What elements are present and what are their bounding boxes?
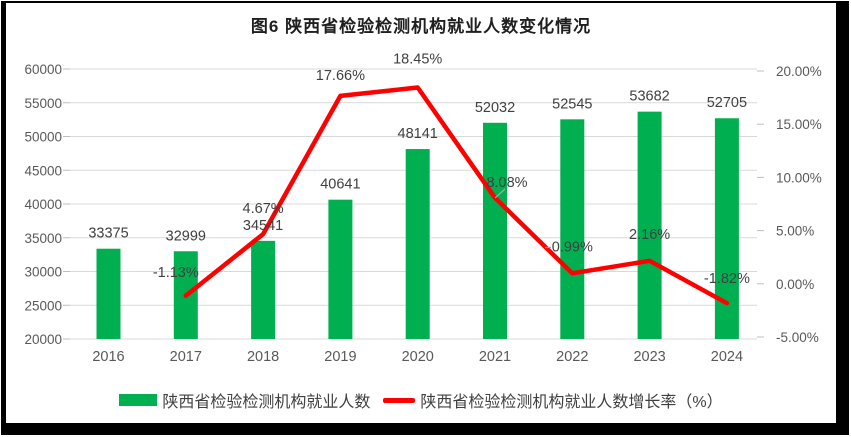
left-axis-tick-label: 60000 [24,62,62,77]
left-axis-tick-label: 55000 [24,96,62,111]
legend-bar-series-label: 陕西省检验检测机构就业人数 [162,394,371,411]
x-axis-label: 2016 [92,349,124,365]
chart-legend: 陕西省检验检测机构就业人数 陕西省检验检测机构就业人数增长率（%） [6,388,836,412]
x-axis-label: 2018 [247,349,279,365]
left-axis-tick-label: 35000 [24,231,62,246]
growth-rate-label: 17.66% [316,68,365,84]
right-axis-tick-label: 10.00% [776,170,822,185]
bar-value-label: 40641 [320,177,360,193]
x-axis-label: 2019 [324,349,356,365]
growth-rate-label: 18.45% [393,51,442,67]
bar-value-label: 52032 [475,100,515,116]
growth-rate-label: 4.67% [243,201,284,217]
employment-bar [637,111,662,339]
bar-value-label: 32999 [166,228,206,244]
growth-line [183,85,730,306]
x-axis-label: 2024 [711,349,743,365]
bar-value-label: 34541 [243,218,283,234]
bar-series-swatch-icon [119,394,158,406]
legend-line-series-label: 陕西省检验检测机构就业人数增长率（%） [420,394,723,411]
employment-bar [714,118,739,340]
line-series-swatch-icon [383,397,416,403]
leader-line [494,188,506,199]
employment-bar [560,119,585,339]
x-axis-label: 2023 [633,349,665,365]
employment-bar [405,149,430,339]
left-axis-tick-label: 20000 [24,332,62,347]
employment-bar [483,122,507,339]
right-axis-tick-label: -5.00% [776,330,819,345]
x-axis-label: 2020 [402,349,434,365]
left-axis-tick-label: 50000 [24,130,62,145]
left-axis-tick-label: 45000 [24,163,62,178]
bar-value-label: 52705 [707,95,747,111]
right-axis-tick-label: 20.00% [776,64,822,79]
left-axis-tick-label: 40000 [24,197,62,212]
employment-bar [328,199,353,339]
bar-value-label: 48141 [398,126,438,142]
growth-rate-label: 0.99% [552,239,593,255]
employment-bar [251,240,276,339]
right-axis-tick-label: 0.00% [776,277,814,292]
x-axis-label: 2022 [556,349,588,365]
bar-value-label: 53682 [629,89,669,105]
growth-rate-label: -1.13% [153,265,199,281]
left-axis-tick-label: 30000 [24,265,62,280]
employment-bar [96,248,121,339]
x-axis-label: 2017 [170,349,202,365]
right-axis-tick-label: 15.00% [776,117,822,132]
growth-rate-label: -1.82% [704,271,750,287]
bar-value-label: 52545 [552,96,592,112]
x-axis-label: 2021 [479,349,511,365]
growth-rate-label: 8.08% [486,175,527,191]
growth-rate-label: 2.16% [629,227,670,243]
bar-value-label: 33375 [88,226,128,242]
chart-title: 图6 陕西省检验检测机构就业人数变化情况 [250,17,592,36]
left-axis-tick-label: 25000 [24,298,62,313]
right-axis-tick-label: 5.00% [776,224,814,239]
